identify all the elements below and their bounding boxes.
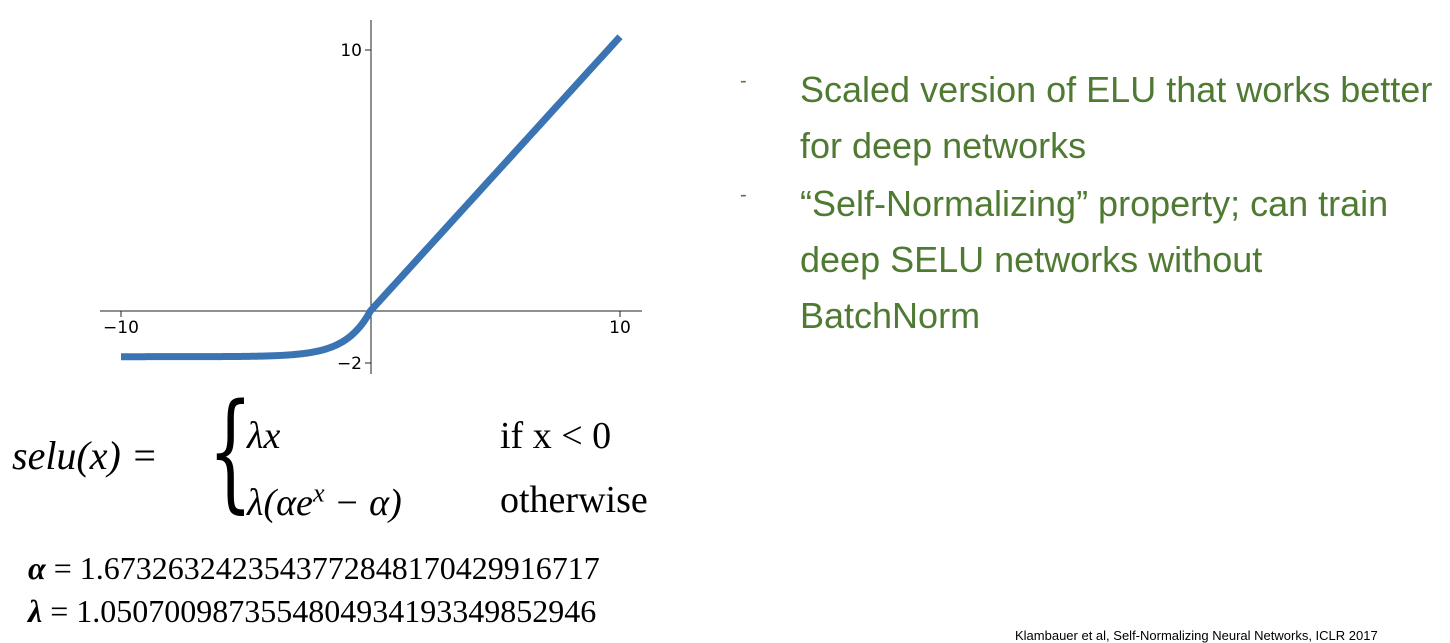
lambda-constant: λ = 1.0507009873554804934193349852946 — [28, 593, 596, 630]
bullet-dash: - — [740, 184, 747, 206]
alpha-symbol: α — [28, 550, 46, 586]
bullet-item: - Scaled version of ELU that works bette… — [740, 62, 1440, 174]
formula-case2-expr: λ(αex − α) — [247, 478, 402, 524]
bullet-dash: - — [740, 70, 747, 92]
citation: Klambauer et al, Self-Normalizing Neural… — [1015, 628, 1378, 643]
selu-formula: selu(x) = { λx if x < 0 λ(αex − α) other… — [12, 388, 712, 540]
x-tick-label: −10 — [103, 318, 139, 338]
bullet-item: - “Self-Normalizing” property; can train… — [740, 176, 1440, 344]
bullet-text: Scaled version of ELU that works better … — [800, 69, 1433, 166]
y-tick-label: −2 — [337, 354, 362, 374]
selu-curve — [118, 34, 623, 361]
formula-case1-expr: λx — [247, 415, 281, 457]
bullet-text: “Self-Normalizing” property; can train d… — [800, 183, 1389, 336]
formula-lhs: selu(x) = — [12, 433, 158, 478]
formula-brace: { — [208, 377, 253, 526]
alpha-constant: α = 1.6732632423543772848170429916717 — [28, 550, 600, 587]
lambda-symbol: λ — [28, 593, 43, 629]
alpha-value: = 1.6732632423543772848170429916717 — [45, 550, 600, 586]
lambda-value: = 1.0507009873554804934193349852946 — [42, 593, 597, 629]
formula-case1-condition: if x < 0 — [500, 415, 612, 457]
bullet-list: - Scaled version of ELU that works bette… — [740, 62, 1440, 346]
selu-chart: −10 10 10 −2 — [100, 20, 642, 374]
formula-case2-condition: otherwise — [500, 479, 648, 521]
x-tick-label: 10 — [609, 318, 631, 338]
y-tick-label: 10 — [340, 41, 362, 61]
